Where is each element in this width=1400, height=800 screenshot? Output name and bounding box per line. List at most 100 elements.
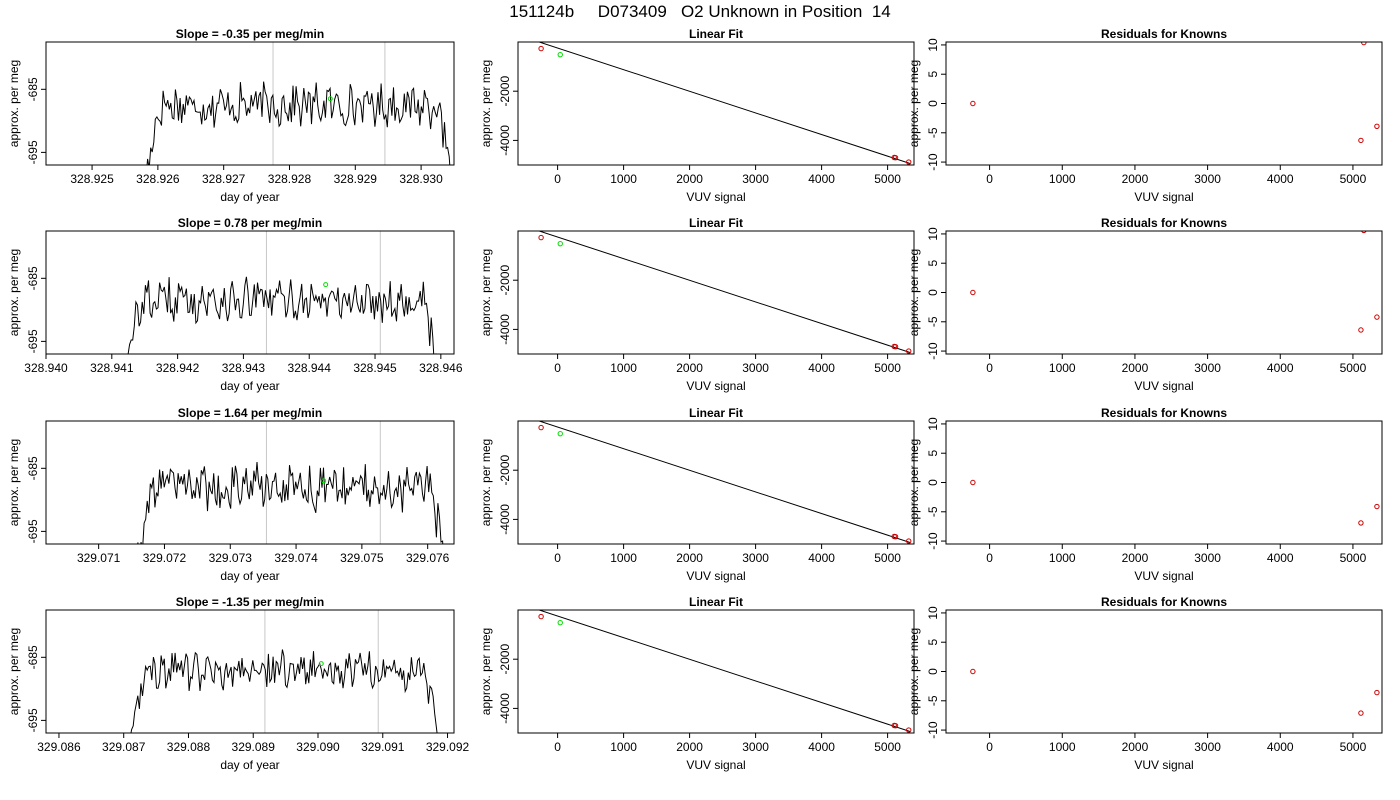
x-tick-label: 5000 — [874, 551, 901, 565]
panel-r2-residuals: Residuals for Knowns 0 1000 2000 3000 4000 500… — [907, 406, 1383, 583]
y-axis-label: approx. per meg — [7, 60, 21, 147]
x-tick-label: 328.946 — [419, 361, 463, 375]
plot-frame — [45, 230, 455, 355]
known-point — [906, 727, 912, 733]
plot-frame — [945, 420, 1383, 545]
y-tick-label: 0 — [926, 100, 940, 107]
x-tick-label: 4000 — [808, 740, 835, 754]
x-tick-label: 0 — [554, 172, 561, 186]
x-axis-label: VUV signal — [1134, 190, 1193, 204]
figure-title: 151124b D073409 O2 Unknown in Position 1… — [509, 2, 891, 21]
x-tick-label: 3000 — [1194, 551, 1221, 565]
plot-frame — [517, 609, 915, 734]
plot-frame — [945, 41, 1383, 166]
y-tick-label: -10 — [926, 153, 940, 171]
x-tick-label: 2000 — [1122, 740, 1149, 754]
x-axis-label: VUV signal — [1134, 758, 1193, 772]
y-tick-label: -5 — [926, 506, 940, 517]
x-axis-label: day of year — [220, 190, 279, 204]
panel-title: Residuals for Knowns — [1101, 27, 1227, 41]
x-tick-label: 1000 — [1049, 361, 1076, 375]
y-tick-label: -10 — [926, 721, 940, 739]
x-tick-label: 2000 — [676, 740, 703, 754]
known-point — [906, 159, 912, 165]
x-tick-label: 328.925 — [70, 172, 114, 186]
known-point — [538, 613, 544, 620]
x-axis-label: VUV signal — [1134, 569, 1193, 583]
x-tick-label: 3000 — [742, 172, 769, 186]
known-point — [538, 234, 544, 241]
panel-title: Residuals for Knowns — [1101, 595, 1227, 609]
panel-title: Slope = -0.35 per meg/min — [176, 27, 324, 41]
residual-point — [1361, 231, 1367, 234]
x-tick-label: 1000 — [1049, 740, 1076, 754]
panel-r1-fit: Linear Fit 0 1000 2000 3000 4000 5000 -2000 -400… — [479, 216, 915, 393]
x-tick-label: 4000 — [1267, 172, 1294, 186]
y-tick-label: -5 — [926, 127, 940, 138]
panel-r1-residuals: Residuals for Knowns 0 1000 2000 3000 4000 500… — [907, 216, 1383, 393]
y-tick-label: -2000 — [498, 76, 512, 107]
x-tick-label: 1000 — [1049, 172, 1076, 186]
x-tick-label: 3000 — [1194, 172, 1221, 186]
x-tick-label: 5000 — [1340, 551, 1367, 565]
residual-point — [1358, 710, 1364, 716]
x-tick-label: 0 — [986, 172, 993, 186]
x-tick-label: 2000 — [1122, 551, 1149, 565]
signal-trace — [146, 81, 451, 165]
y-axis-label: approx. per meg — [479, 628, 493, 715]
unknown-point — [557, 619, 563, 626]
y-tick-label: 0 — [926, 668, 940, 675]
y-axis-label: approx. per meg — [479, 249, 493, 336]
x-tick-label: 3000 — [742, 361, 769, 375]
x-tick-label: 4000 — [808, 551, 835, 565]
y-tick-label: -4000 — [498, 125, 512, 156]
x-tick-label: 0 — [554, 551, 561, 565]
x-tick-label: 329.072 — [143, 551, 187, 565]
unknown-point — [557, 240, 563, 247]
x-tick-label: 329.076 — [406, 551, 450, 565]
x-tick-label: 329.091 — [361, 740, 405, 754]
unknown-marker — [321, 478, 327, 484]
panel-title: Slope = 0.78 per meg/min — [178, 216, 322, 230]
x-axis-label: VUV signal — [686, 758, 745, 772]
y-tick-label: 0 — [926, 289, 940, 296]
residual-point — [1358, 520, 1364, 526]
y-tick-label: -695 — [26, 708, 40, 732]
y-axis-label: approx. per meg — [907, 439, 921, 526]
residual-point — [970, 100, 976, 107]
panel-r2-fit: Linear Fit 0 1000 2000 3000 4000 5000 -2000 -400… — [479, 406, 915, 583]
x-tick-label: 4000 — [808, 361, 835, 375]
x-tick-label: 1000 — [610, 172, 637, 186]
plot-frame — [517, 420, 915, 545]
x-tick-label: 5000 — [1340, 740, 1367, 754]
fit-line — [537, 42, 911, 164]
x-tick-label: 328.940 — [24, 361, 68, 375]
plot-area — [970, 668, 1380, 716]
unknown-point — [557, 430, 563, 437]
y-tick-label: -685 — [26, 266, 40, 290]
known-point — [906, 538, 912, 544]
x-axis-label: VUV signal — [686, 379, 745, 393]
x-tick-label: 0 — [554, 740, 561, 754]
y-axis-label: approx. per meg — [479, 439, 493, 526]
signal-trace — [137, 462, 444, 544]
panel-title: Linear Fit — [689, 216, 743, 230]
y-tick-label: -5 — [926, 695, 940, 706]
known-point — [538, 45, 544, 52]
x-axis-label: VUV signal — [686, 569, 745, 583]
y-tick-label: -685 — [26, 645, 40, 669]
panel-title: Linear Fit — [689, 595, 743, 609]
x-tick-label: 3000 — [1194, 740, 1221, 754]
x-tick-label: 328.942 — [156, 361, 200, 375]
x-tick-label: 5000 — [874, 172, 901, 186]
residual-point — [1374, 503, 1380, 510]
x-tick-label: 329.087 — [102, 740, 146, 754]
plot-area — [537, 42, 912, 165]
y-tick-label: -10 — [926, 532, 940, 550]
residual-point — [970, 479, 976, 486]
x-tick-label: 2000 — [676, 172, 703, 186]
y-tick-label: -695 — [26, 329, 40, 353]
y-tick-label: 10 — [926, 227, 940, 241]
x-tick-label: 329.074 — [274, 551, 318, 565]
